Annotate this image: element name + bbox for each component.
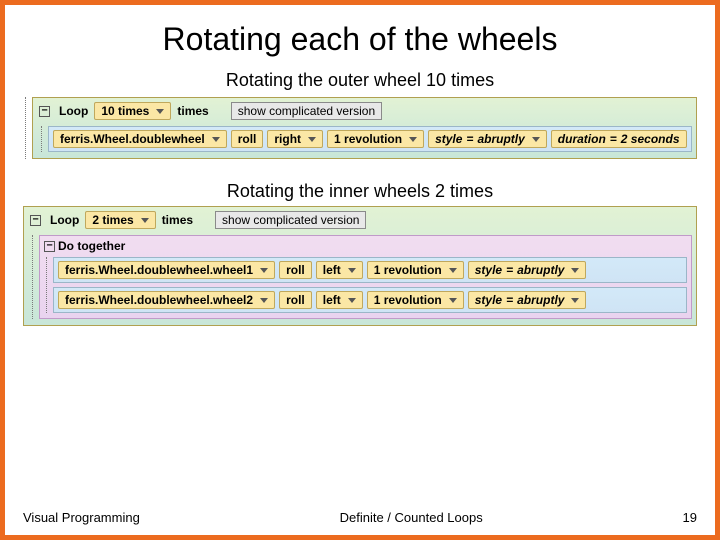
show-complicated-button[interactable]: show complicated version xyxy=(215,211,366,229)
direction-tile[interactable]: left xyxy=(316,291,363,309)
collapse-icon[interactable]: − xyxy=(30,215,41,226)
style-value: abruptly xyxy=(517,263,564,277)
loop-block-outer: − Loop 10 times times show complicated v… xyxy=(32,97,697,159)
method-row[interactable]: ferris.Wheel.doublewheel.wheel2 roll lef… xyxy=(53,287,687,313)
loop-keyword: Loop xyxy=(59,104,88,118)
style-value: abruptly xyxy=(477,132,524,146)
action-tile[interactable]: roll xyxy=(279,291,312,309)
direction-label: left xyxy=(323,263,341,277)
object-label: ferris.Wheel.doublewheel xyxy=(60,132,205,146)
times-label: times xyxy=(177,104,208,118)
style-tile[interactable]: style = abruptly xyxy=(468,261,587,279)
chevron-down-icon xyxy=(449,298,457,303)
object-tile[interactable]: ferris.Wheel.doublewheel.wheel2 xyxy=(58,291,275,309)
chevron-down-icon xyxy=(212,137,220,142)
direction-tile[interactable]: left xyxy=(316,261,363,279)
chevron-down-icon xyxy=(308,137,316,142)
section1-caption: Rotating the outer wheel 10 times xyxy=(5,66,715,97)
chevron-down-icon xyxy=(532,137,540,142)
chevron-down-icon xyxy=(260,268,268,273)
chevron-down-icon xyxy=(348,298,356,303)
amount-label: 1 revolution xyxy=(334,132,402,146)
chevron-down-icon xyxy=(571,298,579,303)
chevron-down-icon xyxy=(409,137,417,142)
collapse-icon[interactable]: − xyxy=(44,241,55,252)
footer-page: 19 xyxy=(683,510,697,525)
object-label: ferris.Wheel.doublewheel.wheel1 xyxy=(65,263,253,277)
slide-title: Rotating each of the wheels xyxy=(5,5,715,66)
loop-count-tile[interactable]: 10 times xyxy=(94,102,171,120)
style-tile[interactable]: style = abruptly xyxy=(428,130,547,148)
amount-tile[interactable]: 1 revolution xyxy=(367,291,464,309)
duration-key: duration xyxy=(558,132,606,146)
loop-block-inner: − Loop 2 times times show complicated ve… xyxy=(23,206,697,326)
loop-count-value: 2 times xyxy=(92,213,133,227)
object-tile[interactable]: ferris.Wheel.doublewheel xyxy=(53,130,227,148)
amount-label: 1 revolution xyxy=(374,263,442,277)
chevron-down-icon xyxy=(141,218,149,223)
loop-count-value: 10 times xyxy=(101,104,149,118)
chevron-down-icon xyxy=(156,109,164,114)
style-key: style xyxy=(475,263,502,277)
loop-count-tile[interactable]: 2 times xyxy=(85,211,155,229)
footer-left: Visual Programming xyxy=(23,510,140,525)
show-complicated-button[interactable]: show complicated version xyxy=(231,102,382,120)
style-key: style xyxy=(435,132,462,146)
chevron-down-icon xyxy=(571,268,579,273)
chevron-down-icon xyxy=(449,268,457,273)
direction-label: left xyxy=(323,293,341,307)
direction-tile[interactable]: right xyxy=(267,130,323,148)
duration-value: 2 seconds xyxy=(621,132,680,146)
section2-caption: Rotating the inner wheels 2 times xyxy=(5,159,715,206)
amount-tile[interactable]: 1 revolution xyxy=(367,261,464,279)
do-together-block: − Do together ferris.Wheel.doublewheel.w… xyxy=(39,235,692,319)
amount-label: 1 revolution xyxy=(374,293,442,307)
chevron-down-icon xyxy=(348,268,356,273)
object-tile[interactable]: ferris.Wheel.doublewheel.wheel1 xyxy=(58,261,275,279)
action-tile[interactable]: roll xyxy=(231,130,264,148)
times-label: times xyxy=(162,213,193,227)
method-row[interactable]: ferris.Wheel.doublewheel.wheel1 roll lef… xyxy=(53,257,687,283)
duration-tile[interactable]: duration = 2 seconds xyxy=(551,130,687,148)
amount-tile[interactable]: 1 revolution xyxy=(327,130,424,148)
action-tile[interactable]: roll xyxy=(279,261,312,279)
method-row[interactable]: ferris.Wheel.doublewheel roll right 1 re… xyxy=(48,126,692,152)
direction-label: right xyxy=(274,132,301,146)
chevron-down-icon xyxy=(260,298,268,303)
collapse-icon[interactable]: − xyxy=(39,106,50,117)
style-tile[interactable]: style = abruptly xyxy=(468,291,587,309)
style-key: style xyxy=(475,293,502,307)
footer-center: Definite / Counted Loops xyxy=(340,510,483,525)
object-label: ferris.Wheel.doublewheel.wheel2 xyxy=(65,293,253,307)
style-value: abruptly xyxy=(517,293,564,307)
loop-keyword: Loop xyxy=(50,213,79,227)
do-together-label: Do together xyxy=(58,239,125,253)
